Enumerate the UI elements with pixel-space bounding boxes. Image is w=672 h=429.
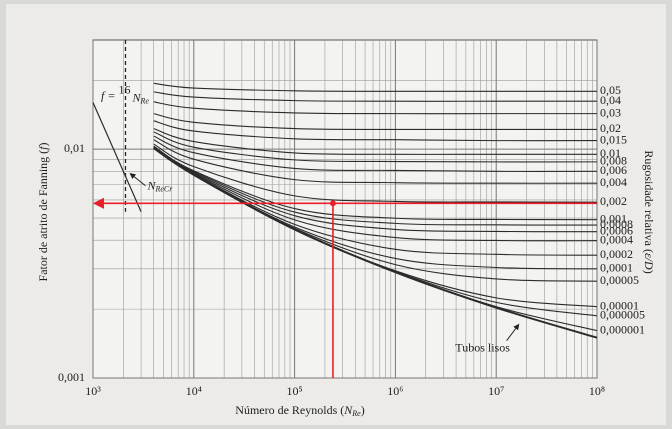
roughness-curve (153, 101, 597, 115)
series-label: 0,000001 (600, 322, 645, 336)
leader (129, 172, 146, 187)
x-tick-label: 10⁴ (186, 384, 202, 398)
series-label: 0,006 (600, 163, 627, 177)
x-tick-label: 10⁶ (387, 384, 403, 398)
laminar-label: f = 16NRe (101, 82, 149, 105)
series-label: 0,00001 (600, 298, 639, 312)
series-label: 0,02 (600, 121, 621, 135)
roughness-curve (153, 146, 598, 233)
x-tick-label: 10⁷ (488, 384, 504, 398)
reference-point (329, 200, 336, 207)
series-label: 0,03 (600, 105, 621, 119)
roughness-curve (153, 113, 597, 131)
series-label: 0,00005 (600, 273, 639, 287)
roughness-curve (153, 139, 598, 184)
plot-area (92, 39, 598, 379)
series-label: 0,01 (600, 146, 621, 160)
x-tick-label: 10³ (85, 384, 101, 398)
x-tick-label: 10⁸ (589, 384, 605, 398)
roughness-curve (153, 91, 597, 102)
label-part: ReCr (154, 185, 173, 194)
roughness-curve (153, 82, 597, 92)
series-label: 0,015 (600, 132, 627, 146)
roughness-curve (153, 131, 598, 163)
roughness-curve (153, 145, 598, 221)
series-label: 0,0002 (600, 247, 633, 261)
y2-axis-label: Rugosidade relativa (ε/D) (642, 150, 656, 273)
roughness-curve (153, 128, 597, 155)
label-part: Re (139, 96, 149, 105)
roughness-curve (153, 146, 598, 242)
roughness-curve (153, 135, 598, 172)
x-tick-label: 10⁵ (287, 384, 303, 398)
roughness-curve (153, 146, 598, 226)
smooth-curve (153, 147, 598, 339)
y-tick-label: 0,001 (58, 370, 85, 384)
series-label: 0,004 (600, 175, 627, 189)
series-label: 0,001 (600, 211, 627, 225)
leader (506, 323, 520, 341)
series-label: 0,000005 (600, 308, 645, 322)
series-label: 0,0001 (600, 261, 633, 275)
series-label: 0,0008 (600, 217, 633, 231)
smooth-label: Tubos lisos (455, 340, 510, 354)
label-part: N (131, 90, 141, 104)
label-part: N (146, 178, 156, 192)
x-axis-label: Número de Reynolds (NRe) (235, 403, 364, 418)
series-label: 0,04 (600, 93, 621, 107)
series-label: 0,0004 (600, 232, 633, 246)
series-label: 0,0006 (600, 223, 633, 237)
critical-label: NReCr (146, 178, 173, 193)
label-part: f = (101, 88, 115, 102)
series-label: 0,008 (600, 154, 627, 168)
y-tick-label: 0,01 (64, 141, 85, 155)
roughness-curve (153, 120, 598, 142)
series-label: 0,002 (600, 194, 627, 208)
roughness-curve (153, 143, 598, 203)
y-axis-label: Fator de atrito de Fanning (f) (36, 143, 50, 282)
label-part: 16 (118, 82, 130, 96)
series-label: 0,05 (600, 83, 621, 97)
